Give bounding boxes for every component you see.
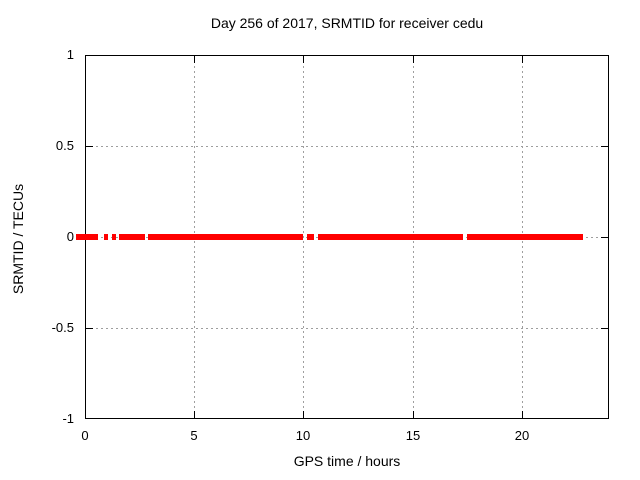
x-tick-top-10	[303, 56, 304, 63]
grid-line-y-0.5	[86, 146, 608, 147]
x-tick-bottom-20	[522, 411, 523, 418]
y-tick-right-0.5	[601, 146, 608, 147]
y-tick-label-0: 0	[66, 229, 74, 244]
data-segment-5	[307, 234, 314, 240]
y-tick-label-0.5: 0.5	[55, 138, 74, 153]
data-segment-2	[112, 234, 116, 240]
x-tick-bottom-5	[194, 411, 195, 418]
y-tick-right-0	[601, 237, 608, 238]
y-tick-left--0.5	[86, 328, 93, 329]
data-segment-0	[76, 234, 99, 240]
y-tick-label--0.5: -0.5	[51, 320, 74, 335]
data-segment-4	[148, 234, 303, 240]
y-tick-label--1: -1	[62, 411, 74, 426]
x-tick-label-5: 5	[190, 428, 198, 443]
y-tick-right--0.5	[601, 328, 608, 329]
x-tick-label-20: 20	[514, 428, 530, 443]
chart-title: Day 256 of 2017, SRMTID for receiver ced…	[210, 15, 484, 31]
x-tick-label-0: 0	[81, 428, 89, 443]
x-tick-bottom-10	[303, 411, 304, 418]
x-axis-label: GPS time / hours	[293, 453, 401, 469]
x-tick-top-20	[522, 56, 523, 63]
x-tick-label-10: 10	[295, 428, 311, 443]
data-segment-7	[467, 234, 583, 240]
x-tick-label-15: 15	[405, 428, 421, 443]
x-tick-top-5	[194, 56, 195, 63]
y-tick-left-0.5	[86, 146, 93, 147]
grid-line-y--0.5	[86, 328, 608, 329]
x-tick-bottom-15	[413, 411, 414, 418]
data-segment-3	[119, 234, 146, 240]
data-segment-1	[104, 234, 108, 240]
data-segment-6	[318, 234, 463, 240]
y-tick-label-1: 1	[66, 47, 74, 62]
x-tick-top-15	[413, 56, 414, 63]
